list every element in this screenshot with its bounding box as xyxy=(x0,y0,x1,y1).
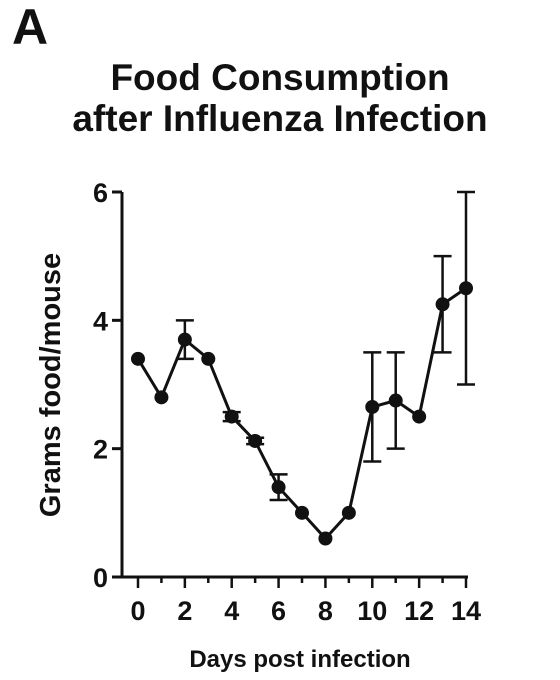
data-point-day-11 xyxy=(388,393,403,408)
x-axis-title: Days post infection xyxy=(189,646,410,673)
chart-title: Food Consumption after Influenza Infecti… xyxy=(0,57,560,139)
data-point-day-3 xyxy=(201,351,216,366)
x-tick-label-10: 10 xyxy=(357,596,387,626)
data-point-day-10 xyxy=(365,399,380,414)
y-tick-label-4: 4 xyxy=(93,306,108,336)
x-tick-label-2: 2 xyxy=(177,596,192,626)
x-tick-label-14: 14 xyxy=(451,596,481,626)
data-point-day-13 xyxy=(435,297,450,312)
y-tick-label-6: 6 xyxy=(93,178,108,208)
data-point-day-0 xyxy=(131,351,145,366)
data-point-day-5 xyxy=(248,433,263,448)
x-tick-label-4: 4 xyxy=(224,596,239,626)
y-tick-label-2: 2 xyxy=(93,435,108,465)
y-tick-label-0: 0 xyxy=(93,563,108,593)
chart-title-line-2: after Influenza Infection xyxy=(72,97,488,139)
panel-label: A xyxy=(12,0,49,55)
x-tick-label-0: 0 xyxy=(130,596,145,626)
data-point-day-4 xyxy=(224,409,239,424)
data-point-day-12 xyxy=(412,409,427,424)
data-point-day-9 xyxy=(341,505,356,520)
x-tick-label-8: 8 xyxy=(318,596,333,626)
data-point-day-8 xyxy=(318,531,333,546)
x-tick-label-12: 12 xyxy=(404,596,434,626)
data-point-day-2 xyxy=(177,332,192,347)
data-point-day-6 xyxy=(271,480,286,495)
data-point-day-14 xyxy=(459,281,473,296)
data-point-day-7 xyxy=(295,505,309,520)
chart-title-line-1: Food Consumption xyxy=(110,57,450,98)
y-axis-title: Grams food/mouse xyxy=(35,253,67,517)
data-point-day-1 xyxy=(154,390,169,405)
x-tick-label-6: 6 xyxy=(271,596,286,626)
